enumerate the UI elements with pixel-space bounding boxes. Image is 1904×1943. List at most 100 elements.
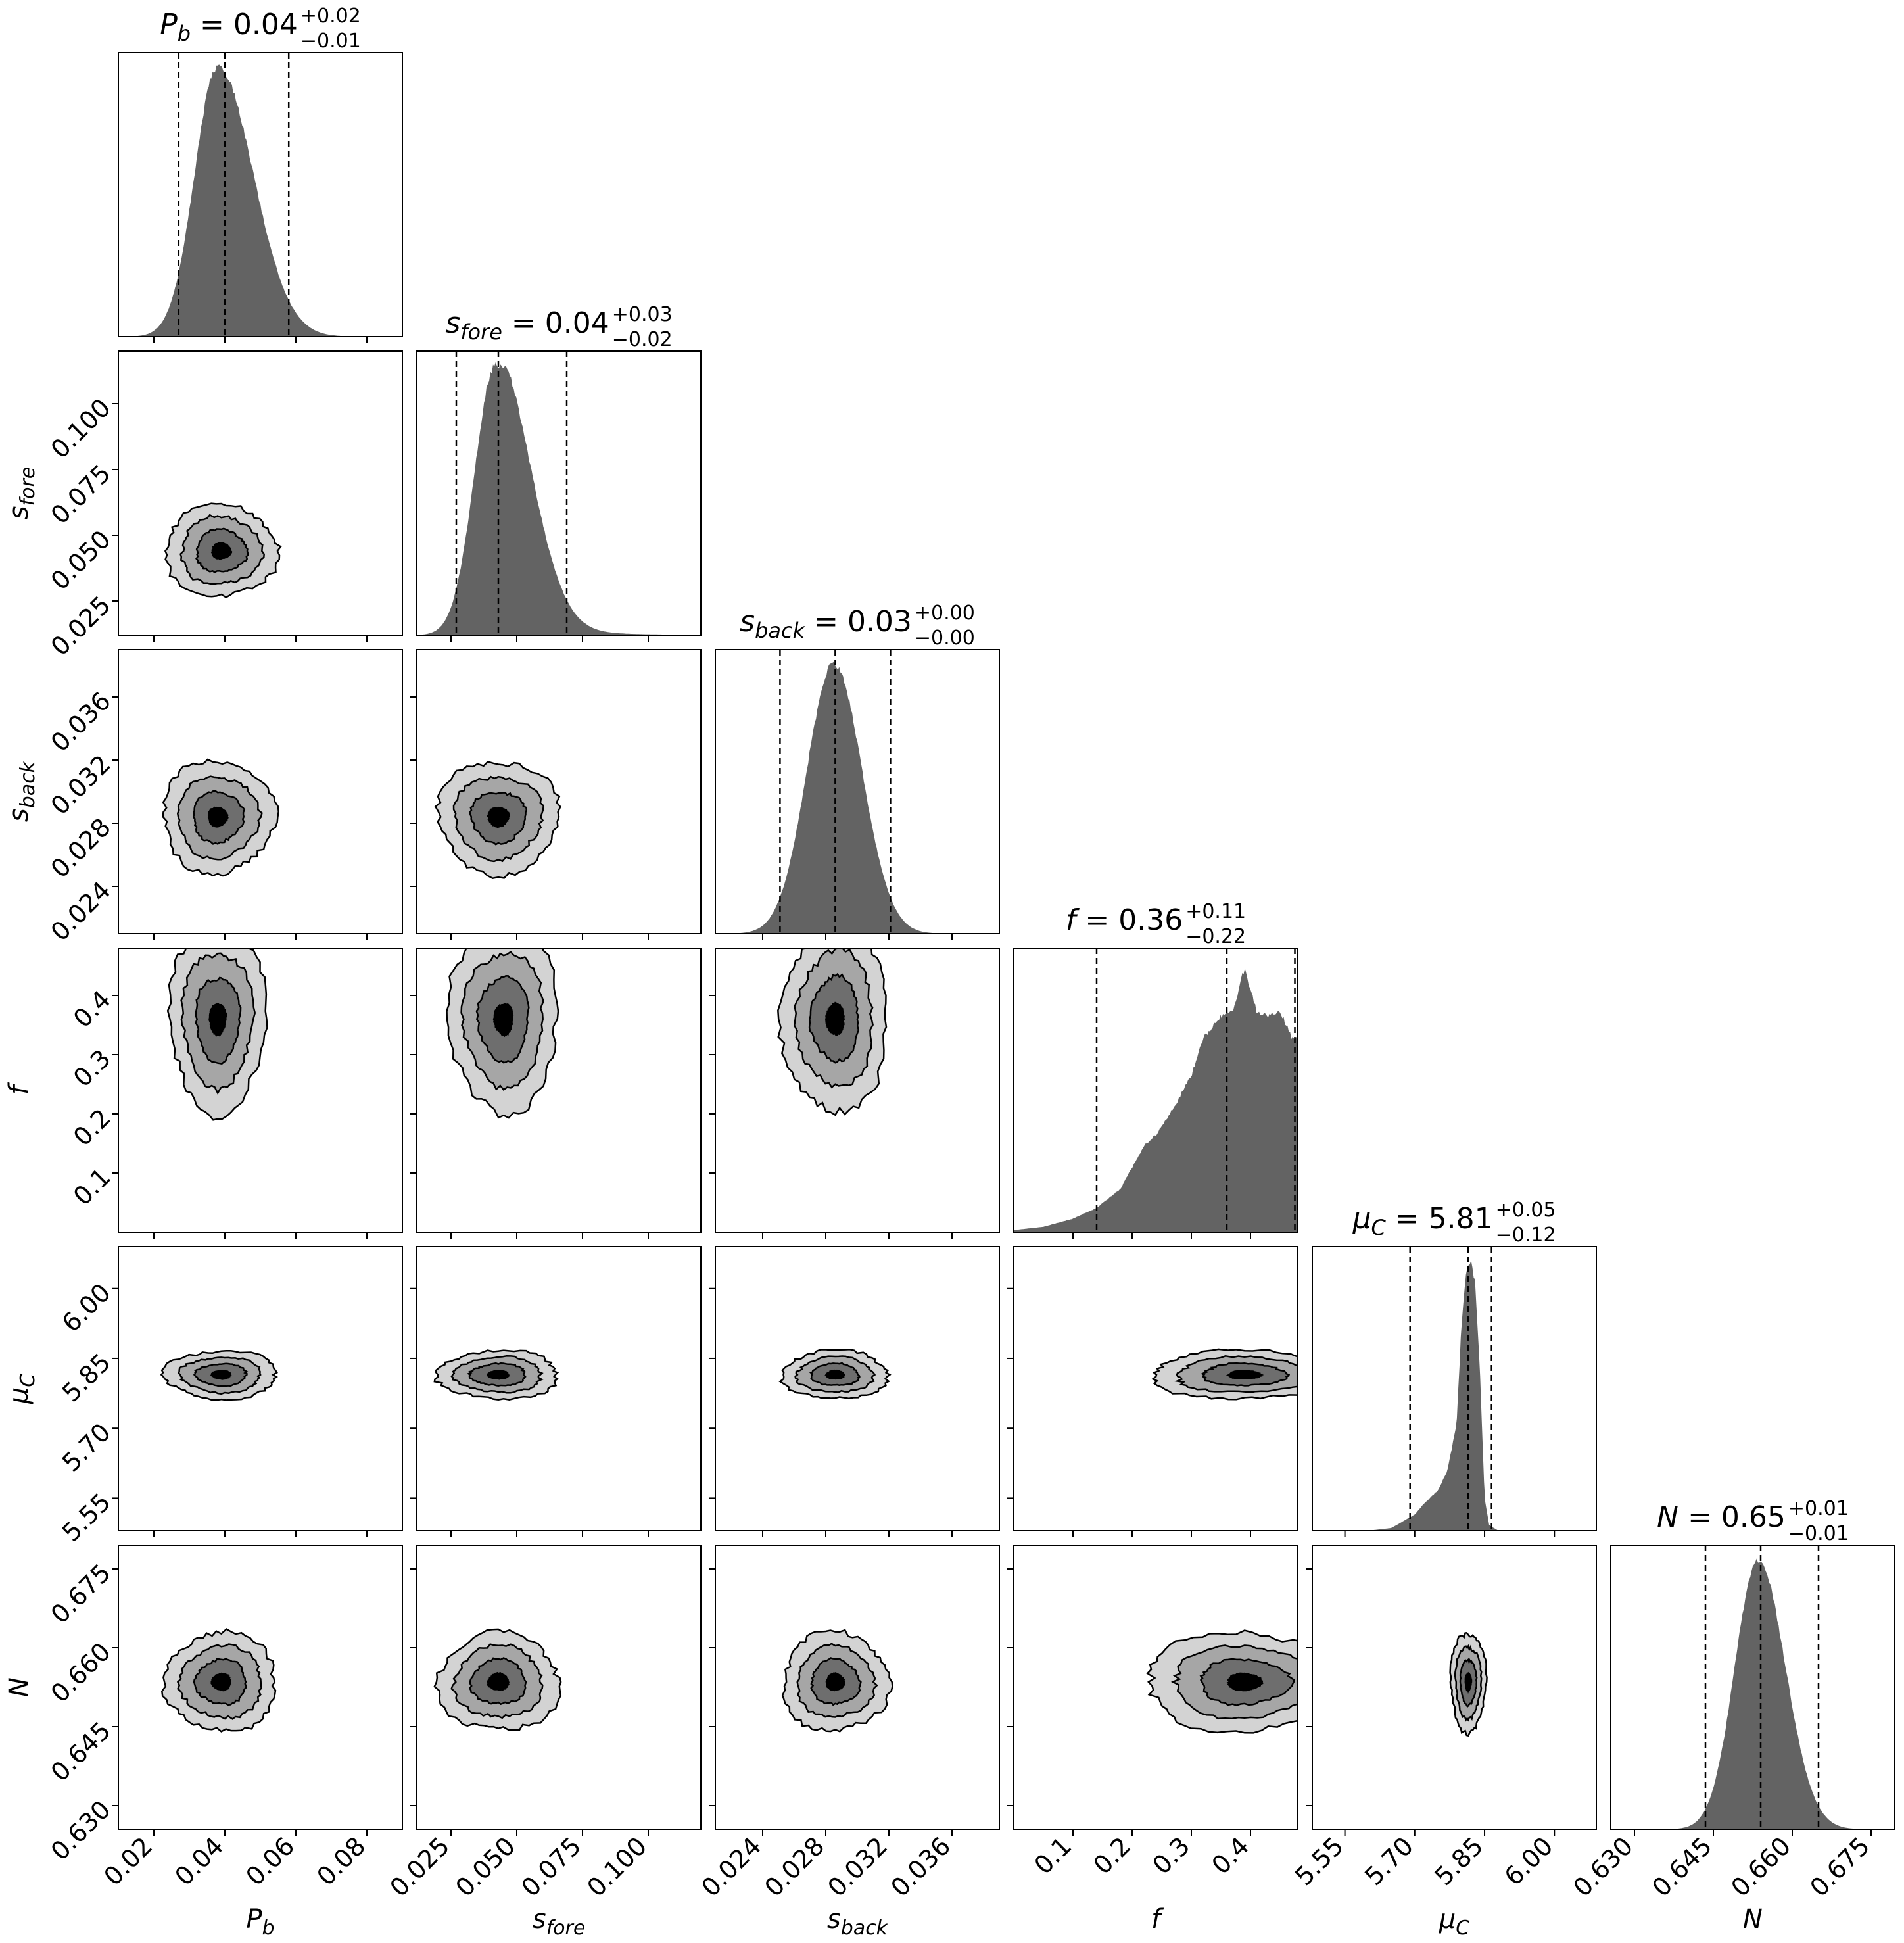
contour-panel-N-vs-f: [1146, 1629, 1298, 1734]
hist-sback: [715, 661, 999, 934]
y-tick-label-sfore: 0.050: [45, 525, 116, 596]
contour-level-4: [492, 1003, 514, 1038]
contour-level-4: [487, 806, 510, 828]
panel-frame-Pb-Pb: [118, 52, 403, 337]
panel-title-Pb: Pb = 0.04: [160, 8, 298, 46]
x-tick-label-N: 0.630: [1567, 1831, 1638, 1902]
y-tick-label-f: 0.1: [68, 1163, 116, 1211]
hist-panel-N: [1611, 1545, 1895, 1829]
contour-level-4: [210, 542, 233, 560]
y-tick-label-muC: 5.70: [57, 1418, 116, 1477]
panel-title-plus-muC: +0.05: [1496, 1199, 1556, 1222]
panel-frame-sfore-Pb: [118, 350, 403, 636]
panel-frame-muC-muC: [1312, 1246, 1597, 1531]
x-axis-label-sfore: sfore: [533, 1904, 586, 1940]
x-tick-label-Pb: 0.06: [240, 1831, 300, 1891]
hist-panel-f: [1014, 948, 1298, 1232]
contour-panel-N-vs-sfore: [433, 1628, 562, 1731]
panel-title-minus-f: −0.22: [1185, 925, 1246, 948]
y-axis-label-N: N: [4, 1677, 34, 1697]
contour-panel-muC-vs-Pb: [160, 1349, 278, 1401]
panel-frame-N-sback: [715, 1545, 1000, 1830]
x-tick-label-N: 0.645: [1646, 1831, 1717, 1902]
panel-frame-sback-sback: [715, 649, 1000, 934]
x-tick-label-sback: 0.024: [696, 1831, 767, 1902]
y-axis-label-muC: μC: [4, 1374, 39, 1404]
contour-panel-muC-vs-sfore: [433, 1349, 559, 1401]
panel-title-plus-N: +0.01: [1788, 1497, 1849, 1520]
x-tick-label-Pb: 0.02: [98, 1831, 158, 1891]
panel-frame-N-Pb: [118, 1545, 403, 1830]
panel-title-plus-f: +0.11: [1185, 900, 1246, 923]
contour-level-4: [1226, 1672, 1264, 1692]
panel-title-minus-muC: −0.12: [1496, 1224, 1556, 1247]
panel-title-plus-Pb: +0.02: [300, 5, 361, 28]
contour-level-4: [486, 1370, 510, 1380]
contour-level-4: [825, 1672, 845, 1692]
x-tick-label-N: 0.660: [1725, 1831, 1796, 1902]
contour-level-4: [824, 1369, 845, 1380]
hist-panel-Pb: [118, 53, 402, 337]
contour-panel-f-vs-sfore: [446, 948, 559, 1119]
hist-panel-sback: [715, 650, 999, 934]
panel-title-minus-N: −0.01: [1788, 1522, 1849, 1545]
x-tick-label-muC: 5.55: [1289, 1831, 1349, 1891]
y-tick-label-f: 0.2: [68, 1103, 116, 1152]
panel-frame-N-sfore: [416, 1545, 702, 1830]
x-tick-label-muC: 5.70: [1359, 1831, 1419, 1891]
y-tick-label-sback: 0.024: [45, 876, 116, 947]
y-tick-label-sback: 0.032: [45, 750, 116, 821]
contour-panel-N-vs-sback: [781, 1629, 893, 1733]
panel-title-plus-sback: +0.00: [915, 602, 975, 625]
contour-level-4: [825, 1001, 845, 1036]
y-tick-label-f: 0.4: [68, 985, 116, 1034]
contour-panel-sback-vs-Pb: [162, 758, 279, 877]
x-tick-label-sfore: 0.075: [515, 1831, 586, 1902]
y-tick-label-N: 0.645: [45, 1716, 116, 1787]
panel-title-minus-Pb: −0.01: [300, 30, 361, 53]
contour-level-4: [207, 806, 229, 828]
panel-frame-N-f: [1013, 1545, 1298, 1830]
contour-panel-sfore-vs-Pb: [164, 502, 282, 598]
hist-f: [1014, 968, 1298, 1232]
y-axis-label-f: f: [4, 1082, 34, 1095]
x-tick-label-f: 0.1: [1029, 1831, 1078, 1880]
panel-frame-sback-sfore: [416, 649, 702, 934]
y-tick-label-sfore: 0.075: [45, 459, 116, 530]
hist-N: [1611, 1558, 1895, 1829]
x-axis-label-muC: μC: [1439, 1904, 1469, 1940]
x-tick-label-sfore: 0.100: [581, 1831, 652, 1902]
x-tick-label-f: 0.4: [1206, 1831, 1255, 1880]
panel-title-sback: sback = 0.03: [740, 605, 912, 643]
panel-title-f: f = 0.36: [1066, 903, 1183, 937]
panel-title-minus-sback: −0.00: [915, 627, 975, 650]
hist-panel-sfore: [417, 351, 701, 635]
x-tick-label-sback: 0.028: [759, 1831, 830, 1902]
y-tick-label-f: 0.3: [68, 1044, 116, 1093]
contour-panel-N-vs-muC: [1449, 1631, 1488, 1737]
contour-panel-N-vs-Pb: [160, 1628, 277, 1733]
y-tick-label-sback: 0.028: [45, 813, 116, 884]
panel-frame-f-Pb: [118, 948, 403, 1233]
contour-panel-f-vs-Pb: [166, 948, 268, 1121]
contour-level-4: [210, 1370, 232, 1380]
panel-frame-N-N: [1610, 1545, 1895, 1830]
y-tick-label-sfore: 0.100: [45, 393, 116, 464]
panel-frame-f-sback: [715, 948, 1000, 1233]
y-tick-label-N: 0.660: [45, 1637, 116, 1708]
hist-sfore: [417, 362, 701, 635]
x-tick-label-N: 0.675: [1804, 1831, 1875, 1902]
y-axis-label-sfore: sfore: [4, 467, 39, 520]
x-axis-label-N: N: [1743, 1904, 1763, 1934]
x-tick-label-f: 0.3: [1147, 1831, 1196, 1880]
contour-panel-sback-vs-sfore: [434, 760, 561, 880]
panel-title-sfore: sfore = 0.04: [445, 306, 609, 345]
x-tick-label-Pb: 0.04: [169, 1831, 229, 1891]
x-axis-label-Pb: Pb: [246, 1904, 274, 1940]
panel-frame-muC-f: [1013, 1246, 1298, 1531]
contour-level-4: [1226, 1370, 1264, 1380]
contour-level-4: [208, 1003, 227, 1038]
panel-frame-muC-sback: [715, 1246, 1000, 1531]
x-tick-label-sfore: 0.050: [450, 1831, 521, 1902]
